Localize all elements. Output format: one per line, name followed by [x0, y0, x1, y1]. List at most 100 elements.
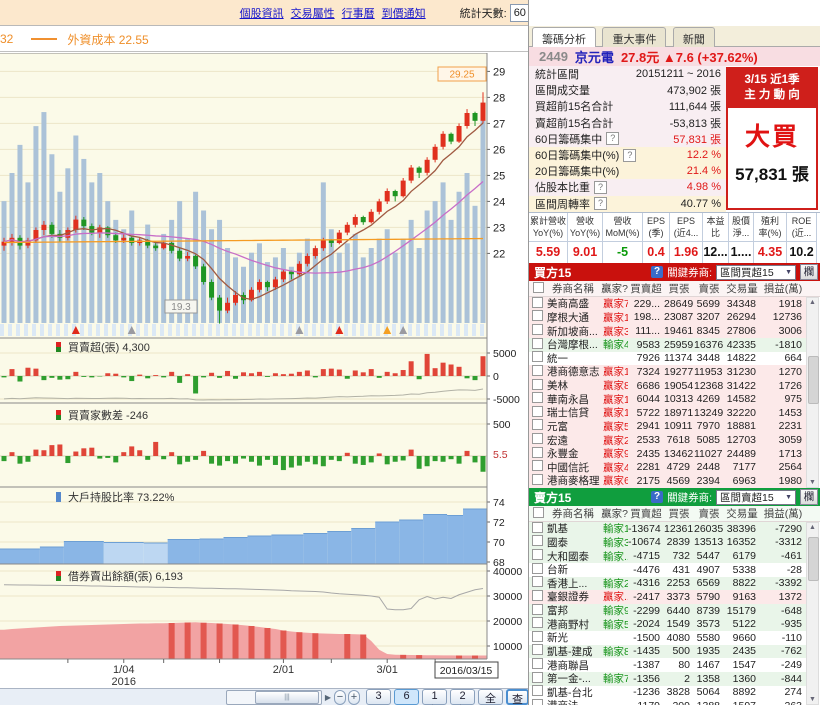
- sell-columns-button[interactable]: 欄: [800, 489, 818, 505]
- column-header[interactable]: 賣張: [698, 508, 720, 520]
- tab-news[interactable]: 新聞: [672, 27, 715, 49]
- zoom-in-button[interactable]: +: [348, 689, 360, 705]
- buy-columns-button[interactable]: 欄: [800, 264, 818, 280]
- horizontal-scrollbar[interactable]: |||: [226, 689, 322, 705]
- row-checkbox[interactable]: [532, 433, 543, 445]
- row-checkbox[interactable]: [532, 562, 543, 574]
- link[interactable]: 個股資訊: [239, 7, 284, 20]
- broker-row[interactable]: 美商高盛 贏家7 229... 28649 5699 34348 1918: [529, 297, 806, 311]
- select-all-checkbox[interactable]: [533, 506, 544, 518]
- price-volume-chart[interactable]: 29 28 27 26 25 24 23 22 29.25 19.3 5000 0 -5000 500 5.…: [0, 53, 529, 689]
- help-icon[interactable]: ?: [651, 266, 664, 278]
- row-checkbox[interactable]: [532, 603, 543, 615]
- help-icon[interactable]: ?: [651, 491, 664, 503]
- broker-row[interactable]: 港商麥格理 贏家6 2175 4569 2394 6963 1980: [529, 473, 806, 488]
- row-checkbox[interactable]: [532, 644, 543, 656]
- row-checkbox[interactable]: [532, 617, 543, 629]
- broker-row[interactable]: 永豐金 贏家9 2435 13462 11027 24489 1713: [529, 446, 806, 461]
- broker-row[interactable]: 臺銀證券 贏家... -2417 3373 5790 9163 1372: [529, 589, 806, 604]
- column-header[interactable]: 買賣超: [630, 508, 662, 520]
- column-header[interactable]: 損益(萬): [763, 508, 803, 520]
- row-checkbox[interactable]: [532, 549, 543, 561]
- row-checkbox[interactable]: [532, 460, 543, 472]
- broker-row[interactable]: 統一 7926 11374 3448 14822 664: [529, 351, 806, 366]
- range-button[interactable]: 6月: [394, 689, 419, 705]
- broker-row[interactable]: 港商聯昌 -1387 80 1467 1547 -249: [529, 658, 806, 672]
- help-icon[interactable]: ?: [594, 197, 607, 211]
- column-header[interactable]: 損益(萬): [763, 283, 803, 295]
- broker-row[interactable]: 大和國泰 輸家... -4715 732 5447 6179 -461: [529, 549, 806, 563]
- link[interactable]: 交易屬性: [290, 7, 335, 20]
- broker-row[interactable]: 宏遠 贏家2 2533 7618 5085 12703 3059: [529, 433, 806, 447]
- scroll-right-icon[interactable]: ▶: [324, 692, 331, 702]
- broker-row[interactable]: 港商野村 輸家5 -2024 1549 3573 5122 -935: [529, 617, 806, 631]
- row-checkbox[interactable]: [532, 310, 543, 322]
- help-icon[interactable]: ?: [594, 180, 607, 194]
- column-header[interactable]: 券商名稱: [552, 283, 594, 295]
- broker-row[interactable]: 摩根大通 贏家1 198... 23087 3207 26294 12736: [529, 310, 806, 325]
- range-button[interactable]: 全部: [478, 689, 503, 705]
- broker-row[interactable]: 第一金-... 輸家7 -1356 2 1358 1360 -844: [529, 671, 806, 686]
- broker-row[interactable]: 新光 -1500 4080 5580 9660 -110: [529, 630, 806, 645]
- row-checkbox[interactable]: [532, 658, 543, 670]
- broker-row[interactable]: 中國信託 贏家4 2281 4729 2448 7177 2564: [529, 460, 806, 475]
- column-header[interactable]: 交易量: [726, 508, 758, 520]
- buy-scrollbar[interactable]: ▲ ▼: [806, 297, 819, 488]
- link[interactable]: 到價通知: [381, 7, 426, 20]
- row-checkbox[interactable]: [532, 446, 543, 458]
- broker-row[interactable]: 港商法... -117920913881597-263: [529, 698, 806, 705]
- sell-scrollbar[interactable]: ▲ ▼: [806, 522, 819, 705]
- scrollbar-thumb[interactable]: [808, 356, 819, 404]
- broker-row[interactable]: 富邦 輸家9 -2299 6440 8739 15179 -648: [529, 603, 806, 618]
- broker-row[interactable]: 凱基 輸家1 -13674 12361 26035 38396 -7290: [529, 522, 806, 536]
- broker-row[interactable]: 台新 -4476 431 4907 5338 -28: [529, 562, 806, 577]
- row-checkbox[interactable]: [532, 473, 543, 485]
- scroll-up-icon[interactable]: ▲: [809, 524, 816, 531]
- row-checkbox[interactable]: [532, 378, 543, 390]
- column-header[interactable]: 贏家?: [601, 283, 628, 295]
- row-checkbox[interactable]: [532, 405, 543, 417]
- row-checkbox[interactable]: [532, 671, 543, 683]
- column-header[interactable]: [529, 506, 545, 521]
- row-checkbox[interactable]: [532, 419, 543, 431]
- help-icon[interactable]: ?: [606, 132, 620, 146]
- scroll-down-icon[interactable]: ▼: [809, 696, 816, 703]
- help-icon[interactable]: ?: [623, 148, 637, 162]
- column-header[interactable]: 買張: [668, 283, 690, 295]
- range-button[interactable]: 1年: [422, 689, 447, 705]
- row-checkbox[interactable]: [532, 351, 543, 363]
- select-all-checkbox[interactable]: [533, 281, 544, 293]
- range-button[interactable]: 2年: [450, 689, 475, 705]
- row-checkbox[interactable]: [532, 535, 543, 547]
- broker-row[interactable]: 元富 贏家5 2941 10911 7970 18881 2231: [529, 419, 806, 434]
- buy-filter-select[interactable]: 區間買超15 ▼: [716, 264, 796, 280]
- broker-row[interactable]: 台灣摩根... 輸家4 9583 25959 16376 42335 -1810: [529, 337, 806, 352]
- column-header[interactable]: 贏家?: [601, 508, 628, 520]
- row-checkbox[interactable]: [532, 297, 543, 308]
- row-checkbox[interactable]: [532, 364, 543, 376]
- row-checkbox[interactable]: [532, 630, 543, 642]
- link[interactable]: 行事曆: [341, 7, 375, 20]
- scroll-up-icon[interactable]: ▲: [809, 299, 816, 306]
- row-checkbox[interactable]: [532, 698, 543, 705]
- tab-major-events[interactable]: 重大事件: [602, 27, 667, 49]
- row-checkbox[interactable]: [532, 522, 543, 533]
- column-header[interactable]: 買賣超: [630, 283, 662, 295]
- column-header[interactable]: 買張: [668, 508, 690, 520]
- broker-row[interactable]: 凱基-台北 -1236 3828 5064 8892 274: [529, 685, 806, 700]
- broker-row[interactable]: 新加坡商... 贏家3 111... 19461 8345 27806 3006: [529, 324, 806, 338]
- tab-chip-analysis[interactable]: 籌碼分析: [532, 27, 596, 50]
- scroll-down-icon[interactable]: ▼: [809, 479, 816, 486]
- scrollbar-thumb[interactable]: |||: [255, 690, 319, 704]
- column-header[interactable]: [529, 281, 545, 296]
- broker-row[interactable]: 美林 贏家8 6686 19054 12368 31422 1726: [529, 378, 806, 393]
- column-header[interactable]: 賣張: [698, 283, 720, 295]
- row-checkbox[interactable]: [532, 324, 543, 336]
- sell-filter-select[interactable]: 區間賣超15 ▼: [716, 489, 796, 505]
- row-checkbox[interactable]: [532, 392, 543, 404]
- range-button[interactable]: 查價: [506, 689, 529, 705]
- row-checkbox[interactable]: [532, 576, 543, 588]
- column-header[interactable]: 交易量: [726, 283, 758, 295]
- column-header[interactable]: 券商名稱: [552, 508, 594, 520]
